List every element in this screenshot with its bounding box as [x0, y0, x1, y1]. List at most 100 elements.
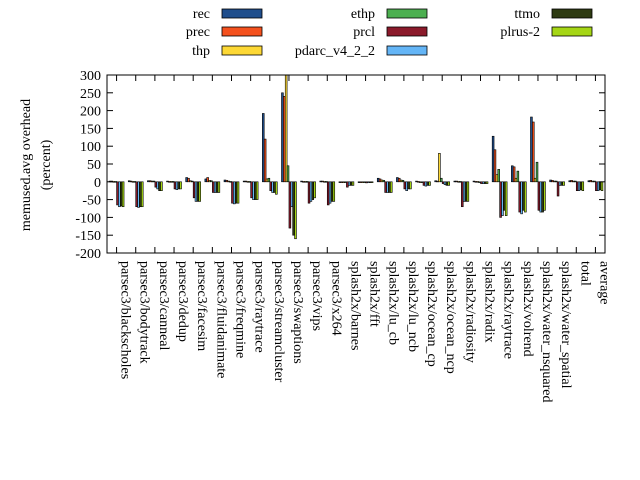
bar-plrus-2	[466, 181, 470, 202]
bar-ethp	[554, 180, 558, 183]
bar-ethp	[286, 165, 290, 183]
bar-plrus-2	[275, 181, 278, 195]
bar-ethp	[516, 170, 520, 183]
x-tick-label: splash2x/radiosity	[462, 261, 477, 363]
x-tick-label: splash2x/barnes	[347, 261, 362, 350]
x-tick-label: splash2x/ocean_ncp	[443, 261, 458, 374]
x-tick-label: splash2x/ocean_cp	[424, 261, 439, 367]
x-tick-label: average	[596, 261, 611, 305]
bar-plrus-2	[524, 181, 527, 213]
bar-prec	[532, 121, 535, 183]
bar-plrus-2	[198, 181, 201, 202]
x-tick-label: splash2x/fft	[367, 261, 382, 327]
legend-label: ttmo	[514, 7, 540, 22]
y-tick-label: 0	[94, 176, 101, 191]
bar-ethp	[497, 169, 500, 183]
x-tick-label: splash2x/lu_cb	[386, 261, 401, 345]
bar-ethp	[210, 180, 213, 183]
bars	[108, 74, 604, 240]
bar-plrus-2	[313, 181, 316, 199]
bar-ethp	[382, 180, 386, 183]
bar-plrus-2	[409, 181, 412, 190]
bar-prec	[512, 166, 516, 183]
x-tick-label: parsec3/swaptions	[290, 261, 305, 364]
bar-ethp	[535, 161, 539, 183]
bar-plrus-2	[255, 181, 259, 200]
bar-plrus-2	[141, 181, 144, 208]
bar-plrus-2	[581, 181, 585, 192]
x-tick-label: parsec3/freqmine	[233, 261, 248, 358]
bar-plrus-2	[294, 181, 297, 240]
bar-ethp	[267, 177, 271, 183]
x-tick-label: parsec3/vips	[309, 261, 324, 331]
x-tick-label: splash2x/raytrace	[501, 261, 516, 359]
x-tick-label: splash2x/volrend	[520, 261, 535, 357]
y-tick-label: 150	[80, 122, 101, 137]
y-tick-label: 100	[80, 140, 101, 155]
legend-swatch	[551, 8, 593, 19]
legend-label: plrus-2	[500, 25, 540, 40]
x-tick-label: parsec3/fluidanimate	[213, 261, 228, 378]
x-tick-label: parsec3/facesim	[194, 261, 209, 351]
bar-plrus-2	[370, 181, 374, 183]
legend: rec prec thp ethp prcl pdarc_v4_2_2 ttmo plrus-…	[186, 7, 593, 59]
bar-ethp	[440, 177, 443, 183]
y-axis-title-line-2: (percent)	[39, 139, 54, 190]
x-tick-label: parsec3/x264	[328, 261, 343, 336]
legend-label: ethp	[351, 7, 375, 22]
x-tick-label: parsec3/canneal	[156, 261, 171, 350]
bar-plrus-2	[160, 181, 163, 192]
bar-plrus-2	[351, 181, 355, 186]
bar-ethp	[574, 180, 577, 183]
y-axis: -200 -150 -100 -50 0 50 100 150 200 250 300	[75, 69, 605, 262]
x-tick-label: parsec3/bodytrack	[137, 261, 152, 364]
bar-plrus-2	[447, 181, 450, 186]
x-tick-label: parsec3/blackscholes	[118, 261, 133, 379]
bar-plrus-2	[236, 181, 240, 204]
legend-label: prcl	[353, 25, 375, 40]
bar-plrus-2	[390, 181, 393, 193]
legend-label: rec	[193, 7, 210, 22]
y-tick-label: -200	[75, 247, 101, 262]
x-axis: parsec3/blackscholes parsec3/bodytrack par…	[116, 75, 611, 403]
bar-plrus-2	[332, 181, 336, 202]
legend-swatch	[221, 8, 263, 19]
legend-label: pdarc_v4_2_2	[295, 44, 375, 59]
x-tick-label: total	[577, 261, 592, 286]
y-tick-label: 300	[80, 69, 101, 84]
bar-plrus-2	[600, 181, 604, 192]
bar-prcl	[556, 181, 560, 197]
bar-ethp	[152, 180, 156, 183]
legend-label: thp	[192, 44, 210, 59]
bar-plrus-2	[217, 181, 221, 193]
bar-plrus-2	[428, 181, 431, 186]
bar-plrus-2	[485, 181, 489, 184]
x-tick-label: parsec3/raytrace	[252, 261, 267, 353]
y-tick-label: -50	[82, 194, 101, 209]
legend-label: prec	[186, 25, 210, 40]
bar-plrus-2	[179, 181, 182, 190]
x-tick-label: parsec3/streamcluster	[271, 261, 286, 383]
y-tick-label: -100	[75, 211, 101, 226]
x-tick-label: splash2x/radix	[482, 261, 497, 343]
y-axis-title-line-1: memused.avg overhead	[19, 99, 34, 231]
plot-area: -200 -150 -100 -50 0 50 100 150 200 250 300 parsec…	[75, 69, 611, 403]
y-tick-label: 200	[80, 105, 101, 120]
legend-swatch	[386, 26, 428, 37]
y-axis-title: memused.avg overhead (percent)	[19, 99, 54, 231]
bar-prec	[263, 138, 267, 183]
x-tick-label: splash2x/lu_ncb	[405, 261, 420, 352]
bar-plrus-2	[504, 181, 508, 216]
legend-swatch	[386, 45, 428, 56]
bar-plrus-2	[121, 181, 125, 208]
bar-ethp	[593, 180, 596, 183]
bar-prec	[206, 177, 209, 183]
y-tick-label: 50	[87, 158, 101, 173]
x-tick-label: splash2x/water_nsquared	[539, 261, 554, 403]
bar-ethp	[191, 180, 194, 183]
bar-prec	[493, 149, 497, 183]
bar-prec	[187, 177, 190, 183]
legend-swatch	[386, 8, 428, 19]
legend-swatch	[221, 45, 263, 56]
bar-plrus-2	[543, 181, 546, 211]
